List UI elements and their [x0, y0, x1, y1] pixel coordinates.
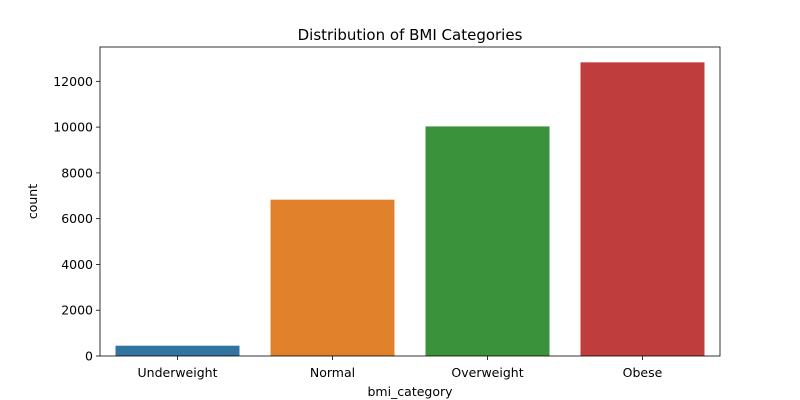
y-tick-label: 2000	[61, 303, 93, 318]
y-axis-label: count	[25, 184, 40, 219]
y-tick-label: 0	[85, 349, 93, 364]
x-axis-ticks: Underweight Normal Overweight Obese	[138, 356, 663, 380]
x-tick-label: Underweight	[138, 365, 218, 380]
chart-title: Distribution of BMI Categories	[298, 26, 523, 44]
x-axis-label: bmi_category	[367, 384, 453, 399]
plot-frame	[99, 46, 721, 357]
x-tick-label: Overweight	[451, 365, 523, 380]
y-tick-label: 4000	[61, 257, 93, 272]
y-tick-label: 6000	[61, 211, 93, 226]
bar-normal	[270, 199, 395, 356]
y-axis-ticks: 0 2000 4000 6000 8000 10000 12000	[53, 74, 100, 364]
bars-group	[115, 62, 705, 357]
y-tick-label: 12000	[53, 74, 93, 89]
y-tick-label: 8000	[61, 165, 93, 180]
bar-underweight	[115, 345, 240, 356]
x-tick-label: Obese	[623, 365, 663, 380]
bar-overweight	[425, 126, 550, 357]
y-tick-label: 10000	[53, 120, 93, 135]
bar-obese	[580, 62, 705, 356]
x-tick-label: Normal	[310, 365, 355, 380]
